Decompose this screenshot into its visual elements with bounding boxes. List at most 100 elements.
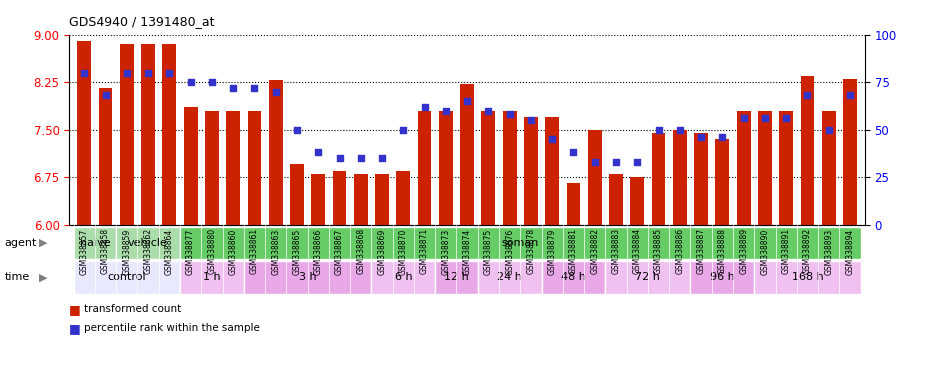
Bar: [117, 227, 180, 259]
Bar: [312, 174, 326, 225]
Text: GSM338875: GSM338875: [484, 228, 493, 275]
Text: 3 h: 3 h: [299, 272, 316, 283]
Bar: [99, 88, 113, 225]
Bar: [758, 111, 771, 225]
Point: [481, 108, 496, 114]
Text: ▶: ▶: [39, 272, 47, 283]
Bar: [290, 164, 304, 225]
Text: GSM338866: GSM338866: [314, 228, 323, 275]
Bar: [180, 261, 244, 294]
Point: [98, 92, 113, 98]
Bar: [694, 133, 708, 225]
Bar: [372, 261, 436, 294]
Point: [311, 149, 326, 156]
Text: GSM338867: GSM338867: [335, 228, 344, 275]
Point: [226, 85, 240, 91]
Text: GSM338873: GSM338873: [441, 228, 450, 275]
Text: GSM338859: GSM338859: [122, 228, 131, 275]
Text: GSM338884: GSM338884: [633, 228, 642, 275]
Bar: [163, 44, 177, 225]
Text: soman: soman: [501, 238, 539, 248]
Text: naive: naive: [80, 238, 110, 248]
Text: 72 h: 72 h: [635, 272, 660, 283]
Point: [587, 159, 602, 165]
Bar: [354, 174, 367, 225]
Text: GSM338892: GSM338892: [803, 228, 812, 275]
Point: [651, 127, 666, 133]
Point: [438, 108, 453, 114]
Point: [119, 70, 134, 76]
Text: GSM338889: GSM338889: [739, 228, 748, 275]
Text: time: time: [5, 272, 30, 283]
Text: GSM338878: GSM338878: [526, 228, 536, 275]
Bar: [205, 111, 219, 225]
Point: [502, 111, 517, 118]
Bar: [227, 111, 240, 225]
Bar: [436, 261, 477, 294]
Text: GSM338876: GSM338876: [505, 228, 514, 275]
Bar: [74, 227, 117, 259]
Bar: [439, 111, 452, 225]
Bar: [74, 261, 180, 294]
Point: [417, 104, 432, 110]
Bar: [843, 79, 857, 225]
Bar: [566, 184, 580, 225]
Bar: [397, 171, 410, 225]
Point: [353, 155, 368, 161]
Text: GSM338890: GSM338890: [760, 228, 770, 275]
Bar: [376, 174, 388, 225]
Point: [183, 79, 198, 85]
Bar: [651, 133, 665, 225]
Bar: [779, 111, 793, 225]
Point: [375, 155, 389, 161]
Text: GSM338881: GSM338881: [569, 228, 578, 274]
Text: GSM338871: GSM338871: [420, 228, 429, 275]
Point: [566, 149, 581, 156]
Point: [672, 127, 687, 133]
Bar: [184, 108, 198, 225]
Bar: [736, 111, 750, 225]
Text: 12 h: 12 h: [444, 272, 469, 283]
Bar: [524, 117, 537, 225]
Text: GSM338868: GSM338868: [356, 228, 365, 275]
Point: [77, 70, 92, 76]
Point: [332, 155, 347, 161]
Point: [715, 134, 730, 140]
Bar: [800, 76, 814, 225]
Point: [524, 117, 538, 123]
Point: [843, 92, 857, 98]
Bar: [120, 44, 134, 225]
Text: GSM338870: GSM338870: [399, 228, 408, 275]
Bar: [546, 117, 559, 225]
Bar: [672, 130, 686, 225]
Bar: [541, 261, 605, 294]
Point: [162, 70, 177, 76]
Text: control: control: [107, 272, 146, 283]
Bar: [482, 111, 495, 225]
Bar: [477, 261, 541, 294]
Text: GSM338894: GSM338894: [845, 228, 855, 275]
Text: GSM338860: GSM338860: [228, 228, 238, 275]
Text: GSM338880: GSM338880: [207, 228, 216, 275]
Bar: [690, 261, 754, 294]
Text: GSM338861: GSM338861: [250, 228, 259, 275]
Point: [821, 127, 836, 133]
Bar: [754, 261, 860, 294]
Text: GDS4940 / 1391480_at: GDS4940 / 1391480_at: [69, 15, 215, 28]
Text: 6 h: 6 h: [394, 272, 413, 283]
Bar: [609, 174, 623, 225]
Point: [736, 115, 751, 121]
Text: GSM338864: GSM338864: [165, 228, 174, 275]
Bar: [333, 171, 347, 225]
Point: [800, 92, 815, 98]
Text: GSM338865: GSM338865: [292, 228, 302, 275]
Bar: [715, 139, 729, 225]
Text: 1 h: 1 h: [204, 272, 221, 283]
Bar: [244, 261, 372, 294]
Point: [758, 115, 772, 121]
Point: [396, 127, 411, 133]
Bar: [248, 111, 262, 225]
Text: agent: agent: [5, 238, 37, 248]
Text: GSM338874: GSM338874: [462, 228, 472, 275]
Text: GSM338885: GSM338885: [654, 228, 663, 275]
